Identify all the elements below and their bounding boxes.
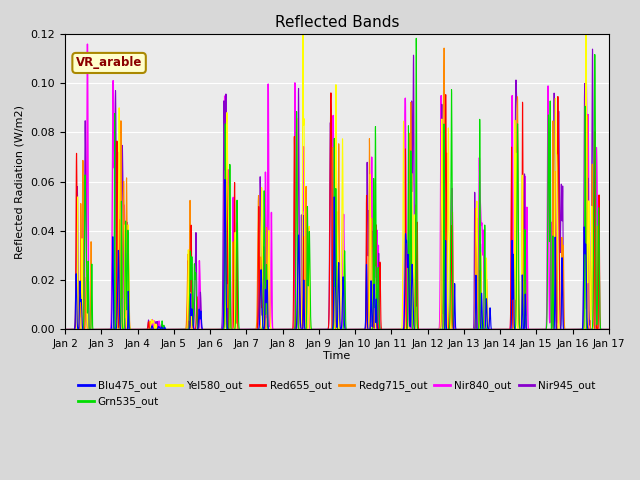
- Title: Reflected Bands: Reflected Bands: [275, 15, 399, 30]
- Y-axis label: Reflected Radiation (W/m2): Reflected Radiation (W/m2): [15, 105, 25, 259]
- Text: VR_arable: VR_arable: [76, 57, 142, 70]
- X-axis label: Time: Time: [323, 350, 351, 360]
- Legend: Blu475_out, Grn535_out, Yel580_out, Red655_out, Redg715_out, Nir840_out, Nir945_: Blu475_out, Grn535_out, Yel580_out, Red6…: [74, 376, 600, 411]
